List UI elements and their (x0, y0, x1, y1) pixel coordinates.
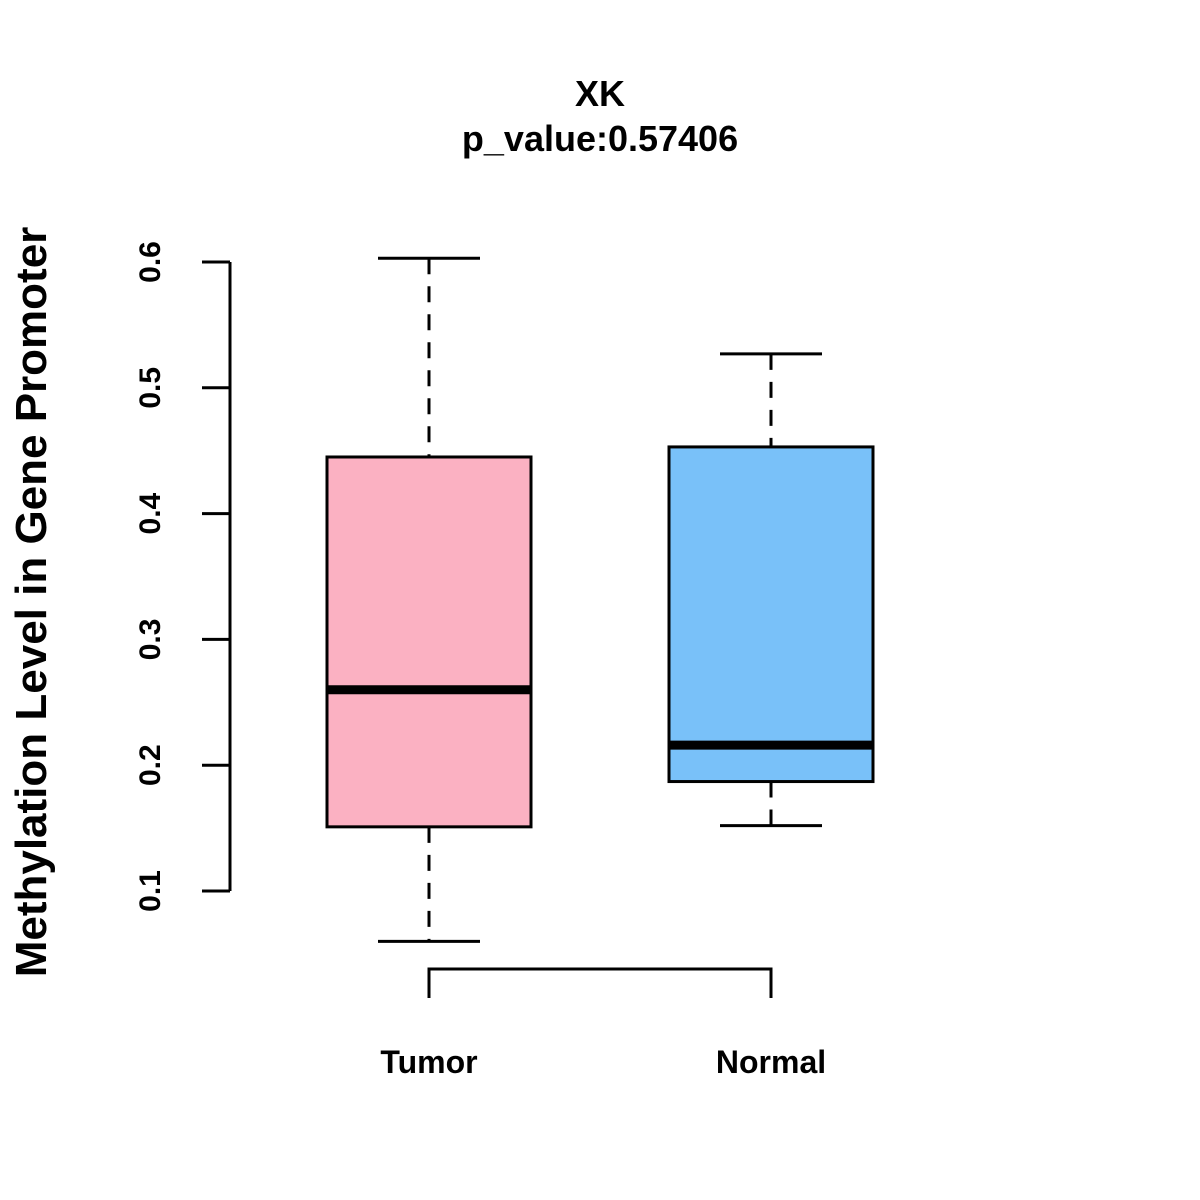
chart-subtitle: p_value:0.57406 (462, 118, 738, 159)
box-tumor (325, 256, 533, 943)
iqr-box (325, 455, 533, 829)
bracket-line (427, 967, 773, 998)
x-tick-label-normal: Normal (716, 1044, 826, 1080)
y-tick-label: 0.2 (134, 744, 167, 786)
y-tick-label: 0.4 (134, 492, 167, 534)
iqr-box (667, 445, 875, 784)
y-tick-label: 0.5 (134, 367, 167, 409)
category-labels: Tumor Normal (380, 1044, 826, 1080)
comparison-bracket (427, 967, 773, 998)
y-tick-label: 0.6 (134, 241, 167, 283)
y-tick-label: 0.3 (134, 619, 167, 661)
chart-title: XK (575, 73, 625, 114)
x-tick-label-tumor: Tumor (380, 1044, 477, 1080)
y-axis-label: Methylation Level in Gene Promoter (7, 227, 56, 978)
y-tick-label: 0.1 (134, 870, 167, 912)
y-axis: 0.1 0.2 0.3 0.4 0.5 0.6 (134, 241, 232, 912)
box-normal (667, 352, 875, 828)
box-group (325, 256, 875, 943)
